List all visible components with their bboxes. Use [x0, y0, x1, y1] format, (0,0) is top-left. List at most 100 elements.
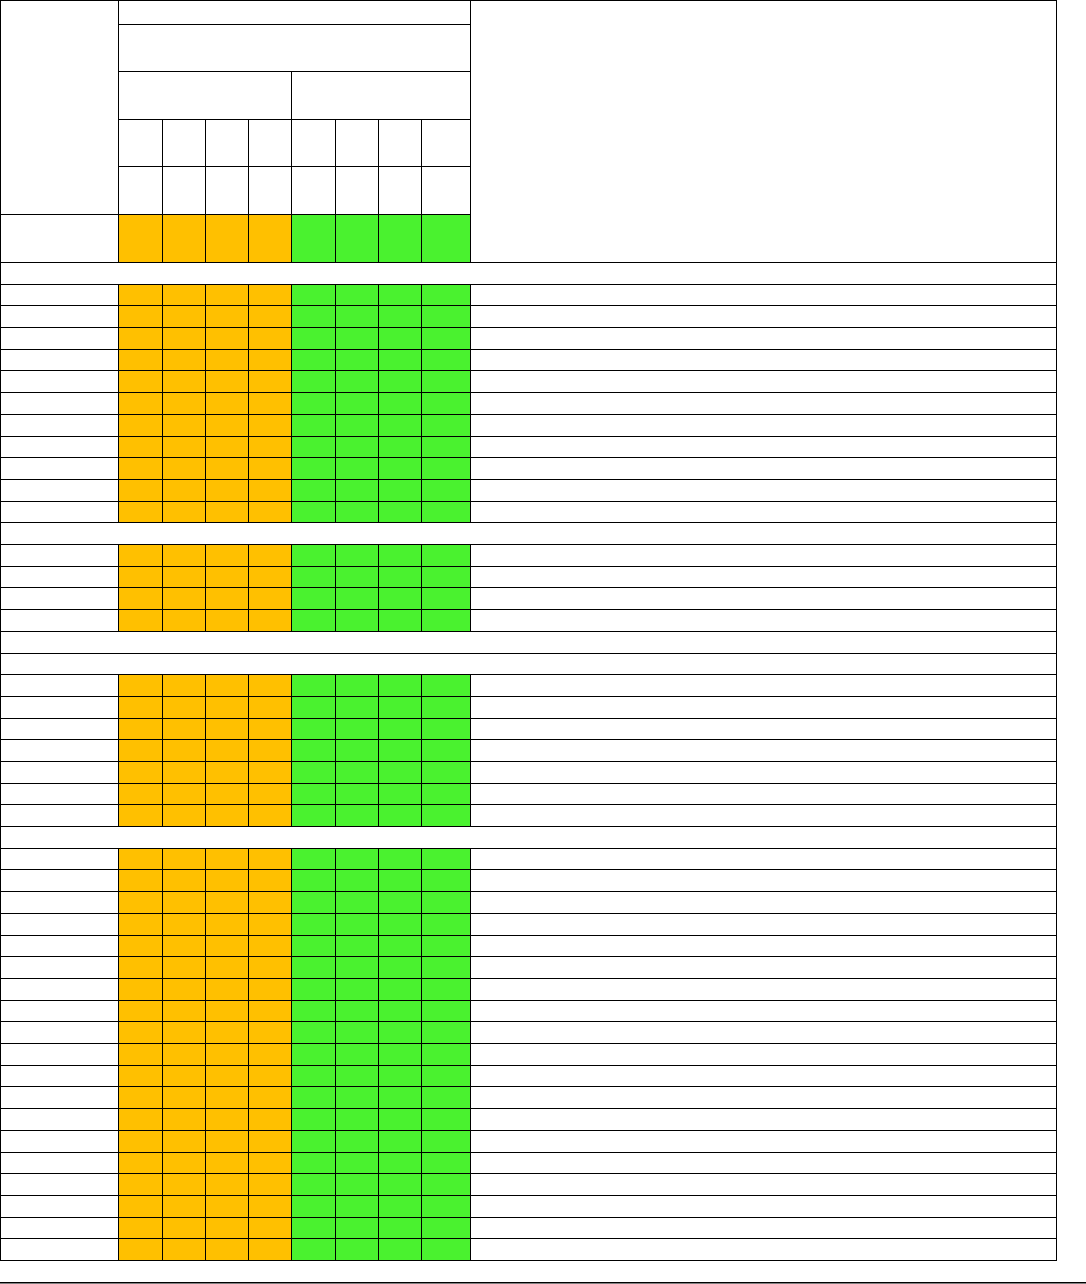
row-label-cell	[0, 1130, 119, 1153]
row-label-cell	[0, 739, 119, 762]
cell	[205, 1238, 249, 1261]
cell	[248, 891, 292, 914]
header-cell	[421, 119, 471, 167]
header-cell	[118, 24, 471, 72]
cell	[162, 501, 206, 523]
cell	[248, 1130, 292, 1153]
cell	[248, 978, 292, 1001]
cell	[118, 284, 163, 306]
row-note-cell	[470, 414, 1057, 437]
cell	[378, 1065, 422, 1087]
section-row	[0, 826, 1057, 849]
cell	[291, 1152, 336, 1174]
cell	[248, 1173, 292, 1196]
cell	[291, 327, 336, 350]
cell	[421, 214, 471, 263]
cell	[335, 1152, 379, 1174]
cell	[118, 1021, 163, 1044]
cell	[291, 587, 336, 610]
cell	[118, 956, 163, 979]
cell	[248, 349, 292, 371]
row-label-cell	[0, 956, 119, 979]
cell	[291, 1043, 336, 1066]
cell	[335, 436, 379, 458]
cell	[162, 891, 206, 914]
cell	[205, 414, 249, 437]
row-label-cell	[0, 1043, 119, 1066]
section-row	[0, 262, 1057, 285]
cell	[421, 457, 471, 480]
cell	[118, 609, 163, 632]
cell	[162, 696, 206, 719]
cell	[162, 1152, 206, 1174]
cell	[335, 978, 379, 1001]
row-label-cell	[0, 761, 119, 784]
cell	[205, 1108, 249, 1131]
cell	[378, 1000, 422, 1022]
cell	[162, 1195, 206, 1218]
header-cell	[248, 119, 292, 167]
row-note-cell	[470, 1108, 1057, 1131]
cell	[335, 804, 379, 827]
row-note-cell	[470, 1021, 1057, 1044]
header-cell	[162, 119, 206, 167]
row-label-cell	[0, 804, 119, 827]
cell	[291, 544, 336, 567]
cell	[118, 739, 163, 762]
cell	[205, 1173, 249, 1196]
row-note-cell	[470, 349, 1057, 371]
cell	[118, 392, 163, 415]
cell	[378, 891, 422, 914]
cell	[335, 327, 379, 350]
row-label-cell	[0, 609, 119, 632]
cell	[118, 1152, 163, 1174]
cell	[118, 566, 163, 588]
cell	[335, 305, 379, 328]
cell	[421, 696, 471, 719]
row-note-cell	[470, 566, 1057, 588]
row-note-cell	[470, 956, 1057, 979]
cell	[378, 544, 422, 567]
cell	[378, 566, 422, 588]
cell	[205, 305, 249, 328]
cell	[248, 718, 292, 740]
row-note-cell	[470, 1217, 1057, 1239]
cell	[335, 544, 379, 567]
cell	[118, 935, 163, 957]
row-note-cell	[470, 1000, 1057, 1022]
cell	[291, 1065, 336, 1087]
cell	[378, 370, 422, 393]
cell	[291, 1173, 336, 1196]
cell	[118, 891, 163, 914]
cell	[378, 804, 422, 827]
cell	[335, 848, 379, 870]
cell	[248, 544, 292, 567]
cell	[118, 587, 163, 610]
cell	[378, 739, 422, 762]
cell	[248, 214, 292, 263]
cell	[205, 327, 249, 350]
header-cell	[378, 166, 422, 215]
row-label-cell	[0, 978, 119, 1001]
cell	[118, 501, 163, 523]
cell	[118, 544, 163, 567]
cell	[205, 436, 249, 458]
cell	[378, 935, 422, 957]
row-label-cell	[0, 305, 119, 328]
cell	[118, 718, 163, 740]
row-note-cell	[470, 696, 1057, 719]
row-label-cell	[0, 1021, 119, 1044]
cell	[205, 935, 249, 957]
cell	[162, 761, 206, 784]
row-note-cell	[470, 501, 1057, 523]
cell	[335, 1065, 379, 1087]
header-cell	[291, 71, 471, 120]
cell	[205, 370, 249, 393]
cell	[421, 1043, 471, 1066]
cell	[378, 869, 422, 892]
cell	[118, 214, 163, 263]
cell	[335, 1195, 379, 1218]
cell	[335, 1173, 379, 1196]
row-label-cell	[0, 566, 119, 588]
cell	[421, 739, 471, 762]
